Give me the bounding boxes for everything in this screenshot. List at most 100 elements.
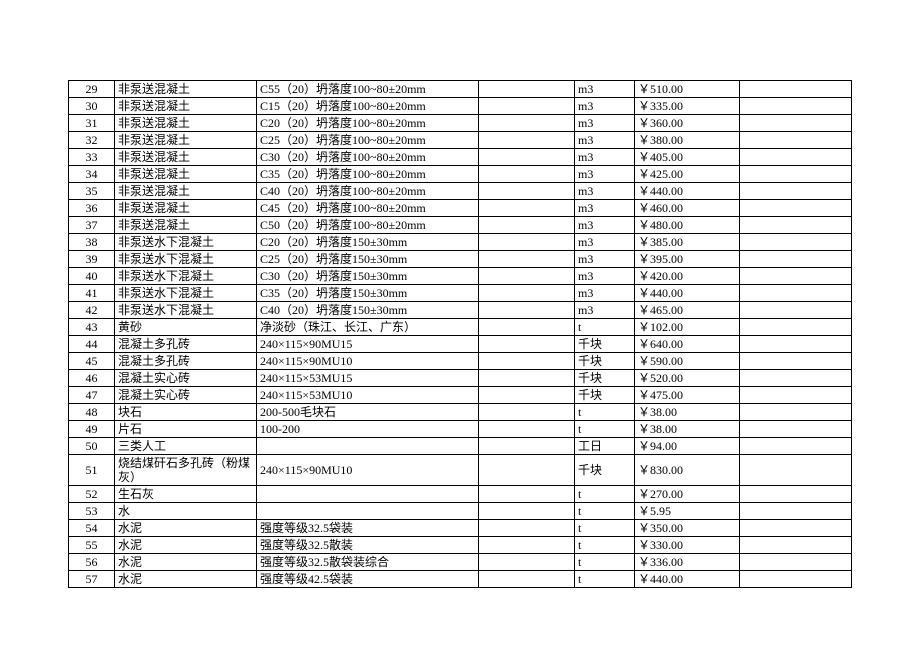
table-row: 32非泵送混凝土C25（20）坍落度100~80±20mmm3￥380.00 [69, 132, 852, 149]
empty-col-2 [740, 336, 852, 353]
empty-col-2 [740, 132, 852, 149]
table-row: 43黄砂净淡砂（珠江、长江、广东）t￥102.00 [69, 319, 852, 336]
table-row: 40非泵送水下混凝土C30（20）坍落度150±30mmm3￥420.00 [69, 268, 852, 285]
material-spec: 240×115×90MU10 [257, 455, 479, 486]
empty-col-2 [740, 98, 852, 115]
material-spec: 240×115×53MU10 [257, 387, 479, 404]
empty-col-2 [740, 268, 852, 285]
material-unit: t [575, 319, 635, 336]
table-row: 50三类人工工日￥94.00 [69, 438, 852, 455]
empty-col-2 [740, 234, 852, 251]
table-row: 57水泥强度等级42.5袋装t￥440.00 [69, 571, 852, 588]
material-price: ￥395.00 [635, 251, 740, 268]
row-number: 38 [69, 234, 115, 251]
table-row: 47混凝土实心砖240×115×53MU10千块￥475.00 [69, 387, 852, 404]
material-unit: m3 [575, 251, 635, 268]
material-spec [257, 503, 479, 520]
material-name: 黄砂 [115, 319, 257, 336]
material-spec: 100-200 [257, 421, 479, 438]
empty-col-2 [740, 537, 852, 554]
row-number: 47 [69, 387, 115, 404]
material-unit: t [575, 571, 635, 588]
material-unit: m3 [575, 132, 635, 149]
empty-col [479, 251, 575, 268]
empty-col [479, 200, 575, 217]
material-price: ￥475.00 [635, 387, 740, 404]
material-price: ￥336.00 [635, 554, 740, 571]
material-unit: t [575, 486, 635, 503]
row-number: 36 [69, 200, 115, 217]
material-name: 混凝土实心砖 [115, 387, 257, 404]
row-number: 35 [69, 183, 115, 200]
material-spec: 强度等级32.5袋装 [257, 520, 479, 537]
material-name: 水泥 [115, 537, 257, 554]
table-row: 45混凝土多孔砖240×115×90MU10千块￥590.00 [69, 353, 852, 370]
empty-col [479, 455, 575, 486]
material-unit: t [575, 520, 635, 537]
empty-col [479, 387, 575, 404]
empty-col-2 [740, 438, 852, 455]
material-name: 混凝土多孔砖 [115, 353, 257, 370]
row-number: 45 [69, 353, 115, 370]
material-spec: 强度等级42.5袋装 [257, 571, 479, 588]
material-spec: C50（20）坍落度100~80±20mm [257, 217, 479, 234]
material-name: 水 [115, 503, 257, 520]
row-number: 51 [69, 455, 115, 486]
empty-col [479, 166, 575, 183]
table-row: 44混凝土多孔砖240×115×90MU15千块￥640.00 [69, 336, 852, 353]
table-row: 56水泥强度等级32.5散袋装综合t￥336.00 [69, 554, 852, 571]
material-name: 非泵送水下混凝土 [115, 302, 257, 319]
table-row: 33非泵送混凝土C30（20）坍落度100~80±20mmm3￥405.00 [69, 149, 852, 166]
material-name: 非泵送水下混凝土 [115, 234, 257, 251]
material-unit: m3 [575, 81, 635, 98]
material-name: 非泵送混凝土 [115, 183, 257, 200]
material-price: ￥330.00 [635, 537, 740, 554]
row-number: 41 [69, 285, 115, 302]
material-spec: C45（20）坍落度100~80±20mm [257, 200, 479, 217]
material-name: 非泵送混凝土 [115, 115, 257, 132]
empty-col [479, 234, 575, 251]
material-price: ￥425.00 [635, 166, 740, 183]
row-number: 29 [69, 81, 115, 98]
material-name: 水泥 [115, 554, 257, 571]
table-row: 48块石200-500毛块石t￥38.00 [69, 404, 852, 421]
material-name: 非泵送混凝土 [115, 98, 257, 115]
empty-col-2 [740, 520, 852, 537]
empty-col [479, 115, 575, 132]
material-unit: 千块 [575, 455, 635, 486]
empty-col [479, 537, 575, 554]
empty-col-2 [740, 571, 852, 588]
empty-col [479, 421, 575, 438]
empty-col [479, 132, 575, 149]
material-name: 非泵送混凝土 [115, 200, 257, 217]
row-number: 53 [69, 503, 115, 520]
row-number: 43 [69, 319, 115, 336]
material-unit: m3 [575, 183, 635, 200]
empty-col [479, 554, 575, 571]
table-row: 38非泵送水下混凝土C20（20）坍落度150±30mmm3￥385.00 [69, 234, 852, 251]
material-spec [257, 486, 479, 503]
empty-col [479, 486, 575, 503]
material-unit: t [575, 554, 635, 571]
material-name: 块石 [115, 404, 257, 421]
row-number: 40 [69, 268, 115, 285]
material-spec: C35（20）坍落度100~80±20mm [257, 166, 479, 183]
table-row: 31非泵送混凝土C20（20）坍落度100~80±20mmm3￥360.00 [69, 115, 852, 132]
material-unit: m3 [575, 217, 635, 234]
material-price: ￥380.00 [635, 132, 740, 149]
material-spec: 净淡砂（珠江、长江、广东） [257, 319, 479, 336]
empty-col [479, 319, 575, 336]
material-price: ￥405.00 [635, 149, 740, 166]
material-spec: C25（20）坍落度150±30mm [257, 251, 479, 268]
empty-col [479, 217, 575, 234]
material-unit: m3 [575, 285, 635, 302]
material-price: ￥460.00 [635, 200, 740, 217]
row-number: 37 [69, 217, 115, 234]
table-row: 55水泥强度等级32.5散装t￥330.00 [69, 537, 852, 554]
material-unit: m3 [575, 115, 635, 132]
table-row: 54水泥强度等级32.5袋装t￥350.00 [69, 520, 852, 537]
empty-col [479, 336, 575, 353]
table-row: 49片石100-200t￥38.00 [69, 421, 852, 438]
material-unit: t [575, 421, 635, 438]
material-spec: 200-500毛块石 [257, 404, 479, 421]
